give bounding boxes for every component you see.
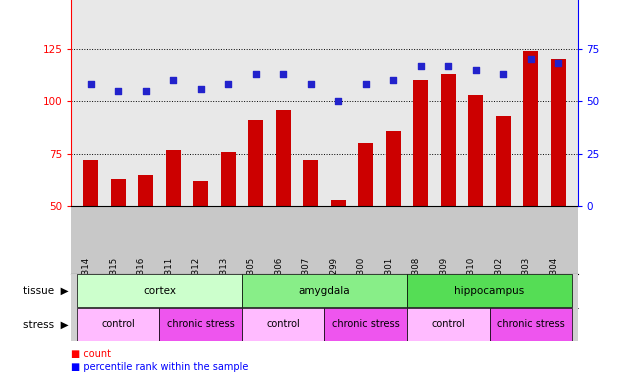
Bar — [248, 120, 263, 206]
Text: control: control — [101, 320, 135, 329]
Bar — [77, 274, 242, 307]
Bar — [407, 274, 572, 307]
Point — [251, 71, 261, 77]
Text: chronic stress: chronic stress — [497, 320, 564, 329]
Point — [113, 88, 123, 94]
Point — [223, 81, 233, 87]
Bar — [242, 274, 407, 307]
Bar — [489, 308, 572, 340]
Bar — [413, 80, 428, 206]
Point — [196, 86, 206, 92]
Bar — [407, 308, 489, 340]
Bar — [166, 150, 181, 206]
Point — [498, 71, 508, 77]
Point — [333, 98, 343, 104]
Bar — [83, 160, 98, 206]
Text: cortex: cortex — [143, 286, 176, 296]
Bar — [524, 51, 538, 206]
Bar — [468, 95, 483, 206]
Bar — [358, 143, 373, 206]
Point — [278, 71, 288, 77]
Point — [306, 81, 315, 87]
Point — [416, 63, 426, 69]
Text: ■ count: ■ count — [71, 350, 111, 359]
Point — [388, 77, 398, 83]
Text: chronic stress: chronic stress — [332, 320, 399, 329]
Text: control: control — [432, 320, 465, 329]
Bar — [77, 308, 160, 340]
Bar — [386, 130, 401, 206]
Bar — [138, 175, 153, 206]
Bar — [276, 110, 291, 206]
Bar — [160, 308, 242, 340]
Bar — [220, 152, 236, 206]
Point — [168, 77, 178, 83]
Bar — [303, 160, 319, 206]
Text: control: control — [266, 320, 300, 329]
Point — [553, 60, 563, 66]
Bar — [111, 179, 125, 206]
Text: hippocampus: hippocampus — [455, 286, 525, 296]
Point — [86, 81, 96, 87]
Bar — [441, 74, 456, 206]
Point — [526, 56, 536, 62]
Point — [361, 81, 371, 87]
Bar — [325, 308, 407, 340]
Bar — [242, 308, 325, 340]
Text: tissue  ▶: tissue ▶ — [23, 286, 68, 296]
Text: amygdala: amygdala — [299, 286, 350, 296]
Text: stress  ▶: stress ▶ — [23, 320, 68, 329]
Bar — [496, 116, 511, 206]
Bar — [330, 200, 346, 206]
Point — [443, 63, 453, 69]
Point — [471, 67, 481, 73]
Text: chronic stress: chronic stress — [167, 320, 235, 329]
Bar — [193, 181, 208, 206]
Point — [141, 88, 151, 94]
Text: ■ percentile rank within the sample: ■ percentile rank within the sample — [71, 362, 249, 372]
Bar — [551, 59, 566, 206]
